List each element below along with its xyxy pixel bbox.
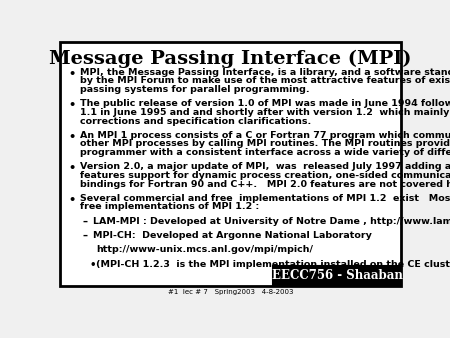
Text: corrections and specification clarifications.: corrections and specification clarificat… — [80, 117, 311, 125]
Text: •: • — [68, 68, 76, 81]
Text: features support for dynamic process creation, one-sided communication and: features support for dynamic process cre… — [80, 171, 450, 180]
Text: 1.1 in June 1995 and and shortly after with version 1.2  which mainly included: 1.1 in June 1995 and and shortly after w… — [80, 108, 450, 117]
Text: •: • — [68, 131, 76, 144]
Text: free implementations of MPI 1.2 :: free implementations of MPI 1.2 : — [80, 202, 259, 212]
Text: by the MPI Forum to make use of the most attractive features of existing message: by the MPI Forum to make use of the most… — [80, 76, 450, 86]
Text: #1  lec # 7   Spring2003   4-8-2003: #1 lec # 7 Spring2003 4-8-2003 — [168, 289, 293, 295]
Bar — [273, 266, 401, 285]
Text: •: • — [68, 99, 76, 112]
Text: EECC756 - Shaaban: EECC756 - Shaaban — [271, 269, 402, 282]
Text: (MPI-CH 1.2.3  is the MPI implementation installed on the CE cluster).: (MPI-CH 1.2.3 is the MPI implementation … — [96, 260, 450, 269]
Text: programmer with a consistent interface across a wide variety of different platfo: programmer with a consistent interface a… — [80, 148, 450, 157]
Text: LAM-MPI : Developed at University of Notre Dame , http://www.lam-mpi.org/: LAM-MPI : Developed at University of Not… — [93, 217, 450, 226]
Text: •: • — [90, 260, 96, 270]
Text: –: – — [82, 231, 87, 241]
Text: Version 2.0, a major update of MPI,  was  released July 1997 adding among other: Version 2.0, a major update of MPI, was … — [80, 162, 450, 171]
Text: •: • — [68, 194, 76, 207]
Text: The public release of version 1.0 of MPI was made in June 1994 followed by versi: The public release of version 1.0 of MPI… — [80, 99, 450, 108]
Text: other MPI processes by calling MPI routines. The MPI routines provide the: other MPI processes by calling MPI routi… — [80, 140, 450, 148]
FancyBboxPatch shape — [60, 42, 401, 286]
Text: Message Passing Interface (MPI): Message Passing Interface (MPI) — [50, 50, 412, 68]
Text: passing systems for parallel programming.: passing systems for parallel programming… — [80, 85, 310, 94]
Text: http://www-unix.mcs.anl.gov/mpi/mpich/: http://www-unix.mcs.anl.gov/mpi/mpich/ — [96, 245, 313, 255]
Text: MPI-CH:  Developed at Argonne National Laboratory: MPI-CH: Developed at Argonne National La… — [93, 231, 372, 240]
Text: bindings for Fortran 90 and C++.   MPI 2.0 features are not covered here.: bindings for Fortran 90 and C++. MPI 2.0… — [80, 179, 450, 189]
Text: –: – — [82, 217, 87, 227]
Text: MPI, the Message Passing Interface, is a library, and a software standard develo: MPI, the Message Passing Interface, is a… — [80, 68, 450, 77]
Text: •: • — [68, 162, 76, 175]
Text: Several commercial and free  implementations of MPI 1.2  exist   Most widely use: Several commercial and free implementati… — [80, 194, 450, 203]
Text: An MPI 1 process consists of a C or Fortran 77 program which communicates with: An MPI 1 process consists of a C or Fort… — [80, 131, 450, 140]
